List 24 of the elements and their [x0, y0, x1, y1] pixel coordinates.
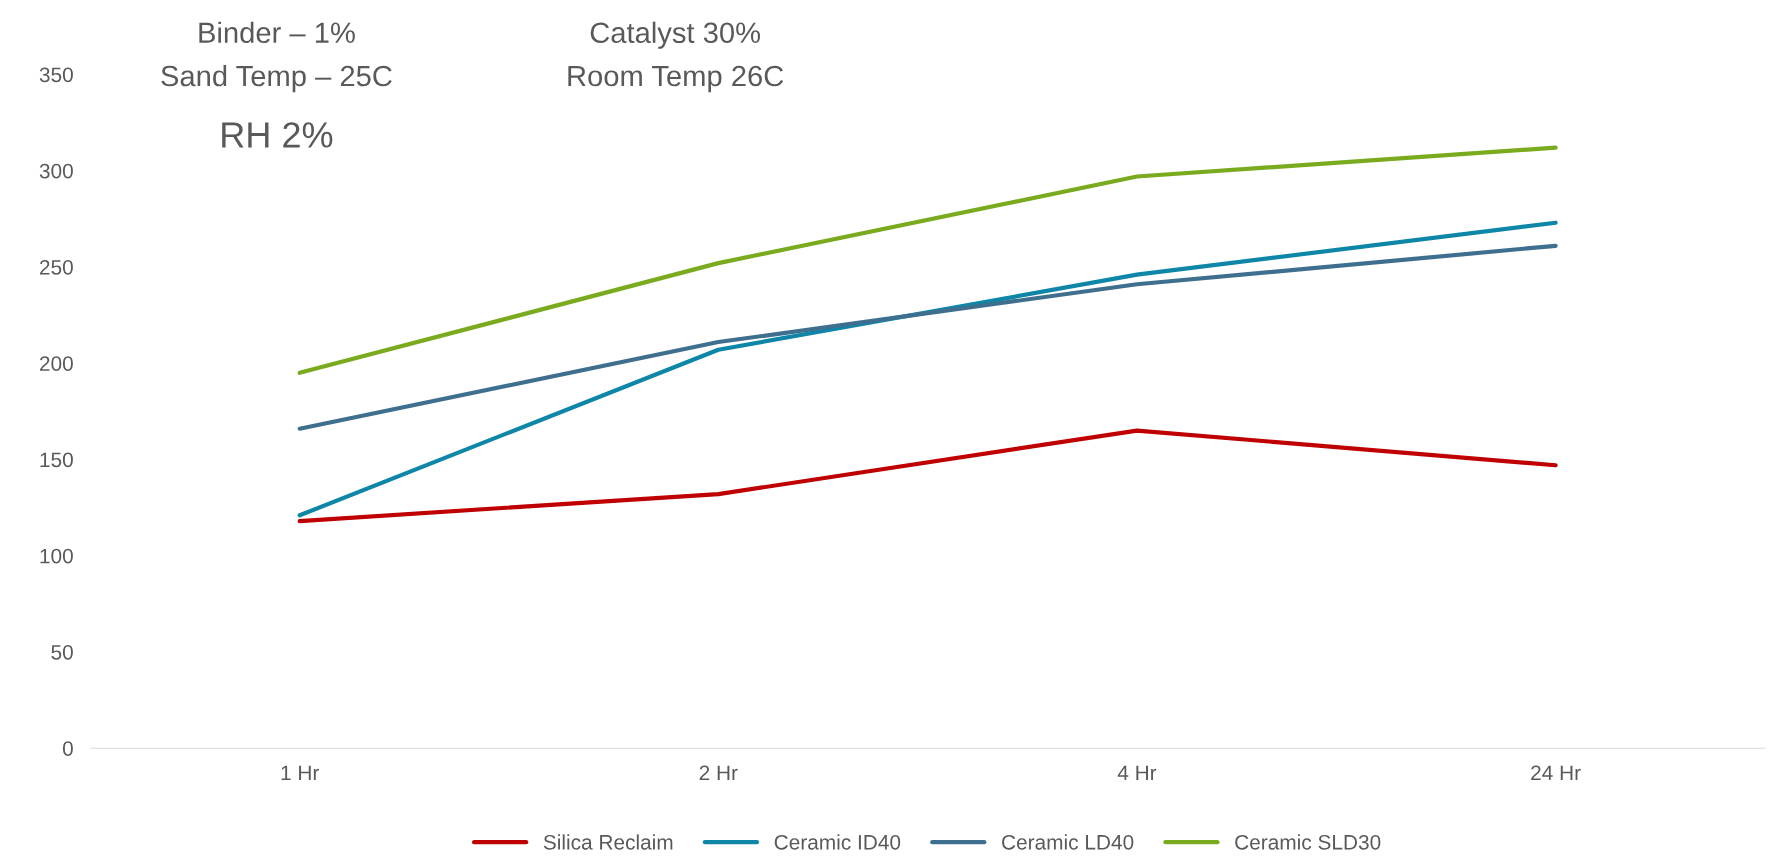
y-tick-label: 100 — [40, 548, 73, 564]
annotation: RH 2% — [222, 122, 333, 148]
text: Binder – 1% — [199, 21, 355, 44]
line-series — [297, 428, 1558, 524]
line-series — [297, 220, 1558, 518]
legend-label: Ceramic ID40 — [774, 834, 901, 850]
y-tick-label: 150 — [40, 452, 73, 468]
y-tick-label: 200 — [40, 356, 73, 371]
y-tick-label: 350 — [39, 67, 73, 83]
x-tick-label: 1 Hr — [281, 765, 320, 780]
annotation: Room Temp 26C — [568, 65, 784, 93]
y-tick-label: 50 — [51, 644, 73, 660]
y-tick-label: 300 — [39, 163, 73, 179]
legend-label: Ceramic LD40 — [1002, 834, 1134, 850]
x-tick-label: 24 Hr — [1531, 765, 1581, 780]
legend-label: Silica Reclaim — [543, 834, 673, 850]
line-series — [297, 243, 1558, 431]
annotation: Sand Temp – 25C — [161, 64, 392, 93]
x-tick-label: 2 Hr — [699, 765, 738, 780]
x-tick-label: 4 Hr — [1117, 765, 1157, 780]
y-tick-label: 0 — [62, 741, 73, 756]
text: Catalyst 30% — [590, 21, 761, 49]
y-tick-label: 250 — [40, 259, 73, 275]
legend-label: Ceramic SLD30 — [1235, 834, 1381, 850]
